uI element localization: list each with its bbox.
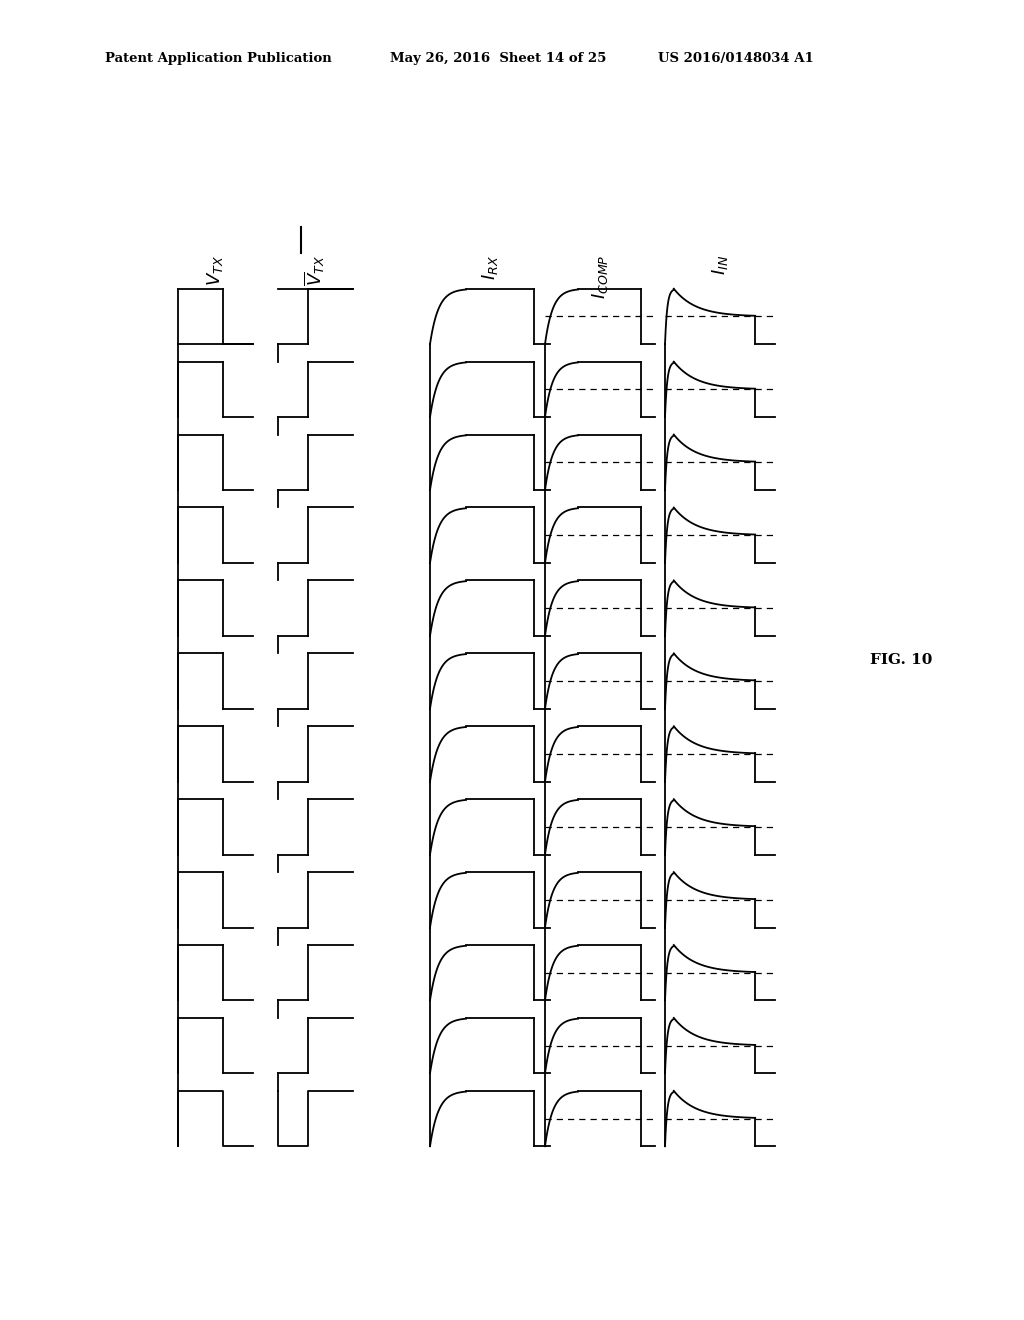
Text: May 26, 2016  Sheet 14 of 25: May 26, 2016 Sheet 14 of 25 xyxy=(390,51,606,65)
Text: $V_{TX}$: $V_{TX}$ xyxy=(205,255,225,286)
Text: $I_{COMP}$: $I_{COMP}$ xyxy=(590,255,610,300)
Text: FIG. 10: FIG. 10 xyxy=(870,653,933,667)
Text: Patent Application Publication: Patent Application Publication xyxy=(105,51,332,65)
Text: US 2016/0148034 A1: US 2016/0148034 A1 xyxy=(658,51,814,65)
Text: $I_{IN}$: $I_{IN}$ xyxy=(710,255,730,275)
Text: $\overline{V}_{TX}$: $\overline{V}_{TX}$ xyxy=(303,255,328,286)
Text: $I_{RX}$: $I_{RX}$ xyxy=(480,255,500,280)
